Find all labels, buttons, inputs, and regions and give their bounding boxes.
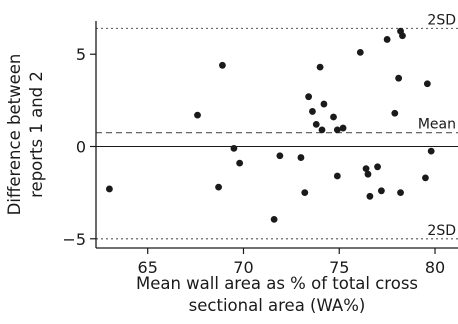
x-tick-label: 80 (425, 258, 445, 277)
data-point (215, 183, 222, 191)
y-axis-title: reports 1 and 2 (27, 71, 46, 198)
data-point (427, 147, 435, 155)
y-tick-label: 5 (76, 45, 86, 64)
data-point (236, 159, 244, 167)
data-point (356, 48, 364, 56)
data-point (316, 63, 324, 71)
data-point (383, 36, 391, 43)
data-point (270, 215, 278, 223)
data-point (309, 108, 316, 115)
reference-lines-layer (96, 27, 458, 240)
reference-line-label: 2SD (427, 12, 456, 28)
x-tick-label: 65 (138, 258, 158, 277)
data-point (395, 74, 403, 82)
reference-line-label: 2SD (427, 223, 456, 239)
data-point (276, 152, 284, 160)
data-point (366, 192, 374, 200)
axes-layer (90, 21, 458, 254)
data-point (362, 165, 370, 173)
data-point (318, 126, 326, 134)
data-point (397, 189, 404, 197)
data-point (377, 187, 385, 195)
data-point (297, 154, 305, 161)
data-point (339, 124, 347, 132)
y-tick-label: −5 (62, 230, 86, 249)
x-axis-title: Mean wall area as % of total cross (136, 274, 418, 293)
data-point (391, 109, 399, 117)
x-tick-label: 70 (233, 258, 253, 277)
data-point (399, 32, 406, 40)
x-tick-label: 75 (329, 258, 349, 277)
data-points-layer (106, 27, 435, 223)
data-point (194, 111, 201, 119)
labels-layer: −5 0 5 65 70 75 80 2SD Mean 2SD Mean wall area as … (5, 12, 456, 315)
y-tick-label: 0 (76, 137, 86, 156)
reference-line-label: Mean (418, 117, 456, 133)
data-point (374, 163, 381, 171)
data-point (301, 189, 309, 197)
data-point (305, 93, 313, 101)
x-axis-title: sectional area (WA%) (189, 296, 366, 315)
data-point (333, 172, 341, 180)
data-point (219, 61, 226, 69)
data-point (330, 113, 337, 121)
data-point (333, 126, 341, 134)
data-point (230, 144, 238, 152)
data-point (106, 185, 113, 193)
data-point (312, 120, 320, 128)
y-axis-title: Difference between (5, 54, 24, 216)
data-point (422, 174, 429, 182)
data-point (423, 80, 431, 88)
data-point (364, 170, 372, 178)
data-point (320, 100, 328, 108)
